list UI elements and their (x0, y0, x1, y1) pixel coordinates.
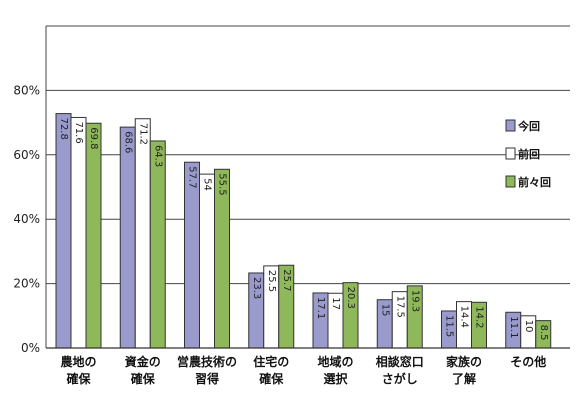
data-label: 17.1 (315, 297, 326, 319)
bar (134, 118, 151, 349)
data-label: 17.5 (394, 296, 405, 318)
data-label: 68.6 (122, 131, 133, 153)
y-tick-label: 0% (21, 341, 40, 355)
legend-label: 今回 (517, 119, 540, 133)
y-tick-label: 40% (13, 212, 40, 226)
legend-swatch (505, 119, 516, 132)
legend-label: 前回 (518, 147, 540, 161)
data-label: 11.1 (508, 316, 519, 338)
category-label: その他 (510, 354, 546, 369)
data-label: 14.2 (474, 306, 485, 328)
category-label: 了解 (452, 371, 476, 386)
bar (199, 173, 215, 349)
bar (70, 116, 87, 349)
data-label: 10 (523, 320, 534, 333)
y-axis: 0% 20% 40% 60% 80% (13, 26, 47, 355)
legend-swatch (505, 175, 516, 188)
data-label: 71.6 (73, 121, 84, 143)
bar (85, 122, 102, 349)
data-label: 25.7 (281, 269, 292, 291)
category-label: 確保 (66, 371, 91, 386)
y-tick-label: 60% (13, 148, 40, 162)
data-label: 55.5 (217, 173, 228, 195)
data-label: 20.3 (345, 287, 356, 309)
category-label: 住宅の (253, 354, 289, 369)
legend-label: 前々回 (518, 175, 551, 189)
data-label: 15 (379, 304, 390, 317)
bars: 72.8 71.6 69.8 68.6 71.2 64.3 57.7 54 55.5 23.3 25… (55, 113, 552, 349)
data-label: 14.4 (459, 306, 470, 328)
data-label: 69.8 (88, 127, 99, 149)
category-label: 確保 (259, 371, 284, 386)
bar (119, 126, 136, 349)
category-label: 習得 (195, 371, 219, 386)
data-label: 57.7 (187, 166, 198, 188)
category-label: 相談窓口 (376, 354, 424, 369)
category-label: 家族の (446, 354, 482, 369)
bar (214, 168, 230, 349)
data-label: 25.5 (266, 270, 277, 292)
category-label: 選択 (323, 371, 348, 386)
y-tick-label: 20% (13, 277, 40, 291)
data-label: 8.5 (538, 325, 549, 341)
data-label: 19.3 (409, 290, 420, 312)
legend-swatch (505, 147, 516, 160)
data-label: 11.5 (444, 315, 455, 337)
data-label: 23.3 (251, 277, 262, 299)
data-label: 17 (330, 297, 341, 310)
category-label: 資金の (125, 354, 161, 369)
category-label: さがし (382, 371, 418, 386)
y-tick-label: 80% (13, 83, 40, 97)
category-label: 確保 (131, 371, 156, 386)
category-label: 地域の (317, 354, 353, 369)
bar (149, 140, 166, 349)
data-label: 54 (202, 178, 213, 191)
bar (55, 113, 72, 349)
category-label: 農地の (60, 354, 96, 369)
category-label: 営農技術の (177, 354, 237, 369)
data-label: 71.2 (137, 123, 148, 145)
data-label: 72.8 (58, 118, 69, 140)
data-label: 64.3 (152, 145, 163, 167)
bar (184, 161, 200, 349)
